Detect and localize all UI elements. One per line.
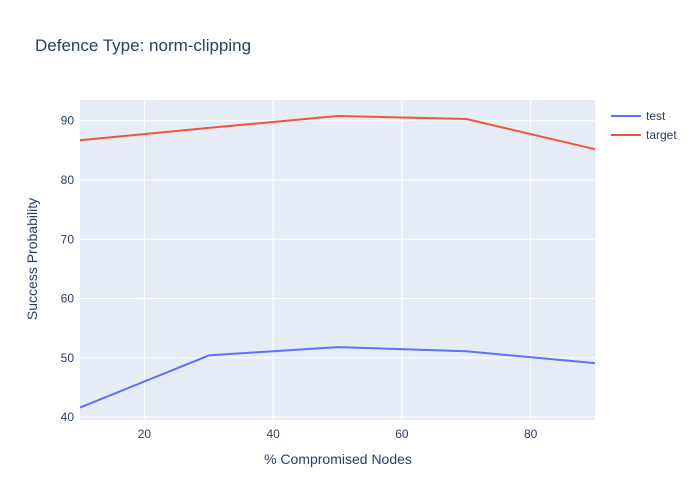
series-lines <box>79 115 596 409</box>
x-tick-label: 20 <box>138 427 152 441</box>
y-tick-label: 50 <box>61 351 75 365</box>
x-axis-title: % Compromised Nodes <box>264 451 412 467</box>
y-tick-label: 60 <box>61 292 75 306</box>
legend[interactable]: test target <box>611 109 677 142</box>
y-tick-label: 90 <box>61 114 75 128</box>
x-axis-ticks: 20 40 60 80 <box>138 427 538 441</box>
legend-item-test[interactable]: test <box>611 109 666 123</box>
legend-label: target <box>646 128 677 142</box>
gridlines <box>80 100 595 420</box>
plot-area <box>80 100 595 420</box>
chart-title: Defence Type: norm-clipping <box>35 36 251 55</box>
y-tick-label: 80 <box>61 173 75 187</box>
legend-item-target[interactable]: target <box>611 128 677 142</box>
y-tick-label: 40 <box>61 410 75 424</box>
x-tick-label: 80 <box>524 427 538 441</box>
series-line-target <box>79 115 596 151</box>
x-tick-label: 40 <box>266 427 280 441</box>
y-axis-ticks: 40 50 60 70 80 90 <box>61 114 75 424</box>
legend-label: test <box>646 109 666 123</box>
y-tick-label: 70 <box>61 232 75 246</box>
y-axis-title: Success Probability <box>24 198 40 320</box>
x-tick-label: 60 <box>395 427 409 441</box>
series-line-test <box>79 346 596 409</box>
